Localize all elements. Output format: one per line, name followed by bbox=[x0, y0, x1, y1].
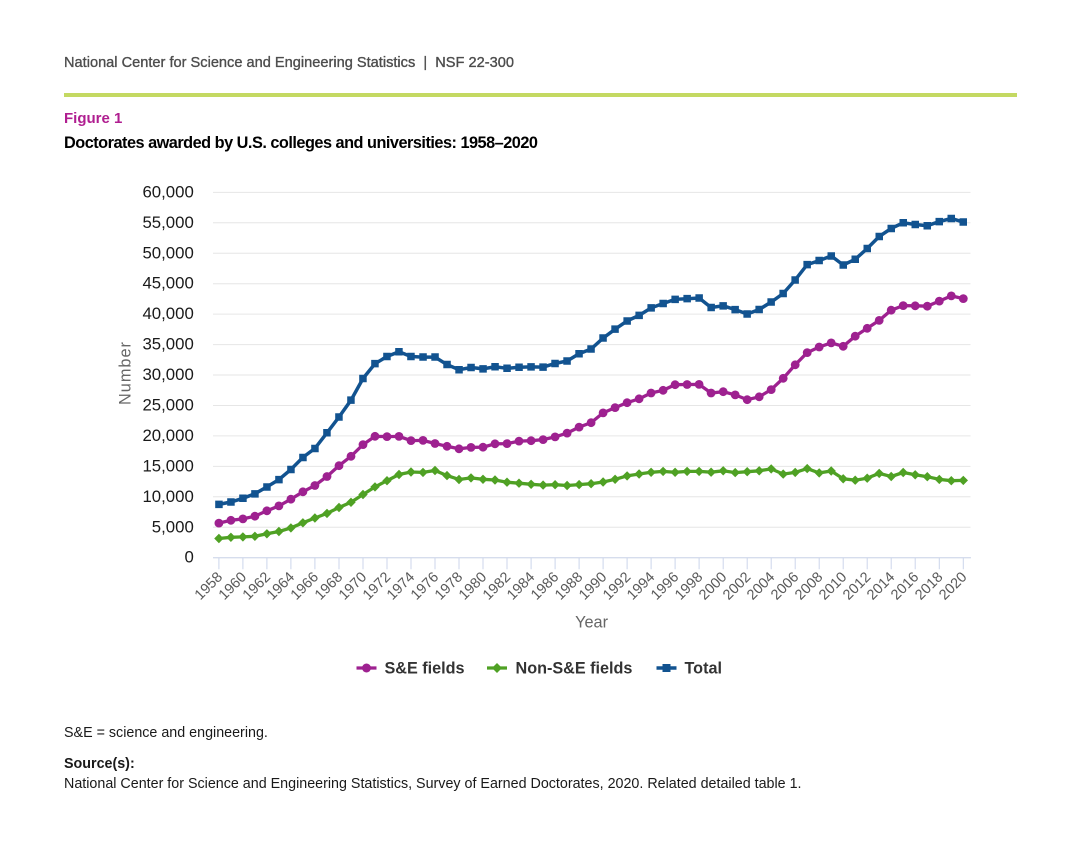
svg-text:40,000: 40,000 bbox=[142, 304, 193, 323]
svg-text:15,000: 15,000 bbox=[142, 456, 193, 475]
svg-text:60,000: 60,000 bbox=[142, 182, 193, 201]
svg-text:2020: 2020 bbox=[936, 569, 970, 603]
svg-text:30,000: 30,000 bbox=[142, 365, 193, 384]
svg-text:55,000: 55,000 bbox=[142, 213, 193, 232]
svg-text:Non-S&E fields: Non-S&E fields bbox=[516, 660, 633, 678]
svg-text:45,000: 45,000 bbox=[142, 274, 193, 293]
svg-text:50,000: 50,000 bbox=[142, 243, 193, 262]
svg-text:0: 0 bbox=[184, 548, 193, 567]
svg-text:25,000: 25,000 bbox=[142, 396, 193, 415]
svg-text:20,000: 20,000 bbox=[142, 426, 193, 445]
svg-text:Total: Total bbox=[685, 660, 722, 678]
svg-text:5,000: 5,000 bbox=[152, 517, 194, 536]
svg-text:35,000: 35,000 bbox=[142, 335, 193, 354]
svg-text:Number: Number bbox=[117, 341, 135, 405]
svg-text:Year: Year bbox=[575, 614, 608, 632]
svg-text:S&E fields: S&E fields bbox=[385, 660, 465, 678]
svg-text:10,000: 10,000 bbox=[142, 487, 193, 506]
